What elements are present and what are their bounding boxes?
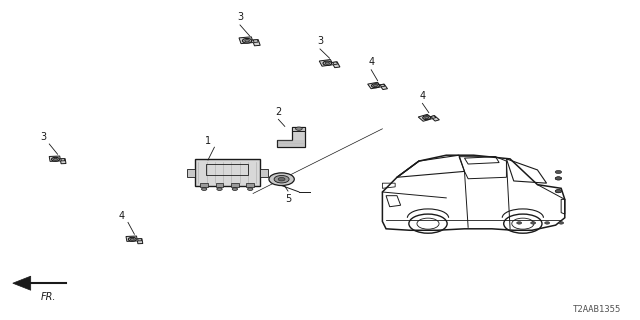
Polygon shape — [216, 183, 223, 187]
Circle shape — [545, 222, 550, 224]
Polygon shape — [195, 159, 260, 186]
Circle shape — [54, 158, 58, 160]
Circle shape — [244, 40, 250, 42]
Polygon shape — [319, 60, 340, 68]
Text: T2AAB1355: T2AAB1355 — [572, 305, 621, 314]
Polygon shape — [367, 82, 388, 90]
Polygon shape — [333, 62, 338, 65]
Circle shape — [555, 177, 562, 180]
Polygon shape — [292, 127, 305, 131]
Polygon shape — [126, 236, 143, 244]
Circle shape — [129, 237, 136, 241]
Circle shape — [423, 116, 431, 120]
Circle shape — [323, 61, 332, 65]
Text: 3: 3 — [40, 132, 46, 142]
Circle shape — [131, 238, 134, 240]
Polygon shape — [246, 183, 254, 187]
Text: 3: 3 — [317, 36, 323, 46]
Polygon shape — [138, 239, 141, 241]
Circle shape — [555, 177, 562, 180]
Circle shape — [531, 222, 536, 224]
Polygon shape — [431, 116, 436, 118]
Circle shape — [243, 38, 252, 43]
Circle shape — [52, 157, 60, 161]
Circle shape — [555, 189, 562, 193]
Circle shape — [232, 188, 237, 190]
Polygon shape — [277, 127, 305, 147]
Circle shape — [372, 84, 380, 88]
Circle shape — [325, 62, 330, 64]
Text: 3: 3 — [237, 12, 243, 22]
Circle shape — [248, 188, 253, 190]
Text: 4: 4 — [368, 57, 374, 67]
Polygon shape — [260, 169, 268, 177]
Circle shape — [217, 188, 222, 190]
Polygon shape — [187, 169, 195, 177]
Circle shape — [269, 173, 294, 186]
Polygon shape — [380, 84, 385, 87]
Text: 1: 1 — [205, 136, 211, 146]
Polygon shape — [231, 183, 239, 187]
Polygon shape — [61, 159, 65, 161]
Polygon shape — [253, 40, 258, 43]
Circle shape — [516, 222, 522, 224]
Text: FR.: FR. — [41, 292, 56, 302]
Circle shape — [555, 189, 562, 193]
Polygon shape — [49, 156, 66, 164]
Circle shape — [374, 85, 378, 87]
Text: 4: 4 — [118, 211, 125, 221]
Circle shape — [555, 171, 562, 173]
Text: 4: 4 — [419, 91, 426, 101]
Text: 5: 5 — [285, 194, 291, 204]
Circle shape — [278, 178, 285, 181]
Circle shape — [274, 175, 289, 183]
Circle shape — [202, 188, 207, 190]
Text: 2: 2 — [275, 107, 282, 117]
Polygon shape — [239, 37, 260, 46]
Circle shape — [296, 127, 302, 130]
Circle shape — [425, 117, 429, 119]
Polygon shape — [13, 276, 31, 290]
Polygon shape — [200, 183, 208, 187]
Polygon shape — [418, 114, 440, 121]
Circle shape — [559, 222, 564, 224]
